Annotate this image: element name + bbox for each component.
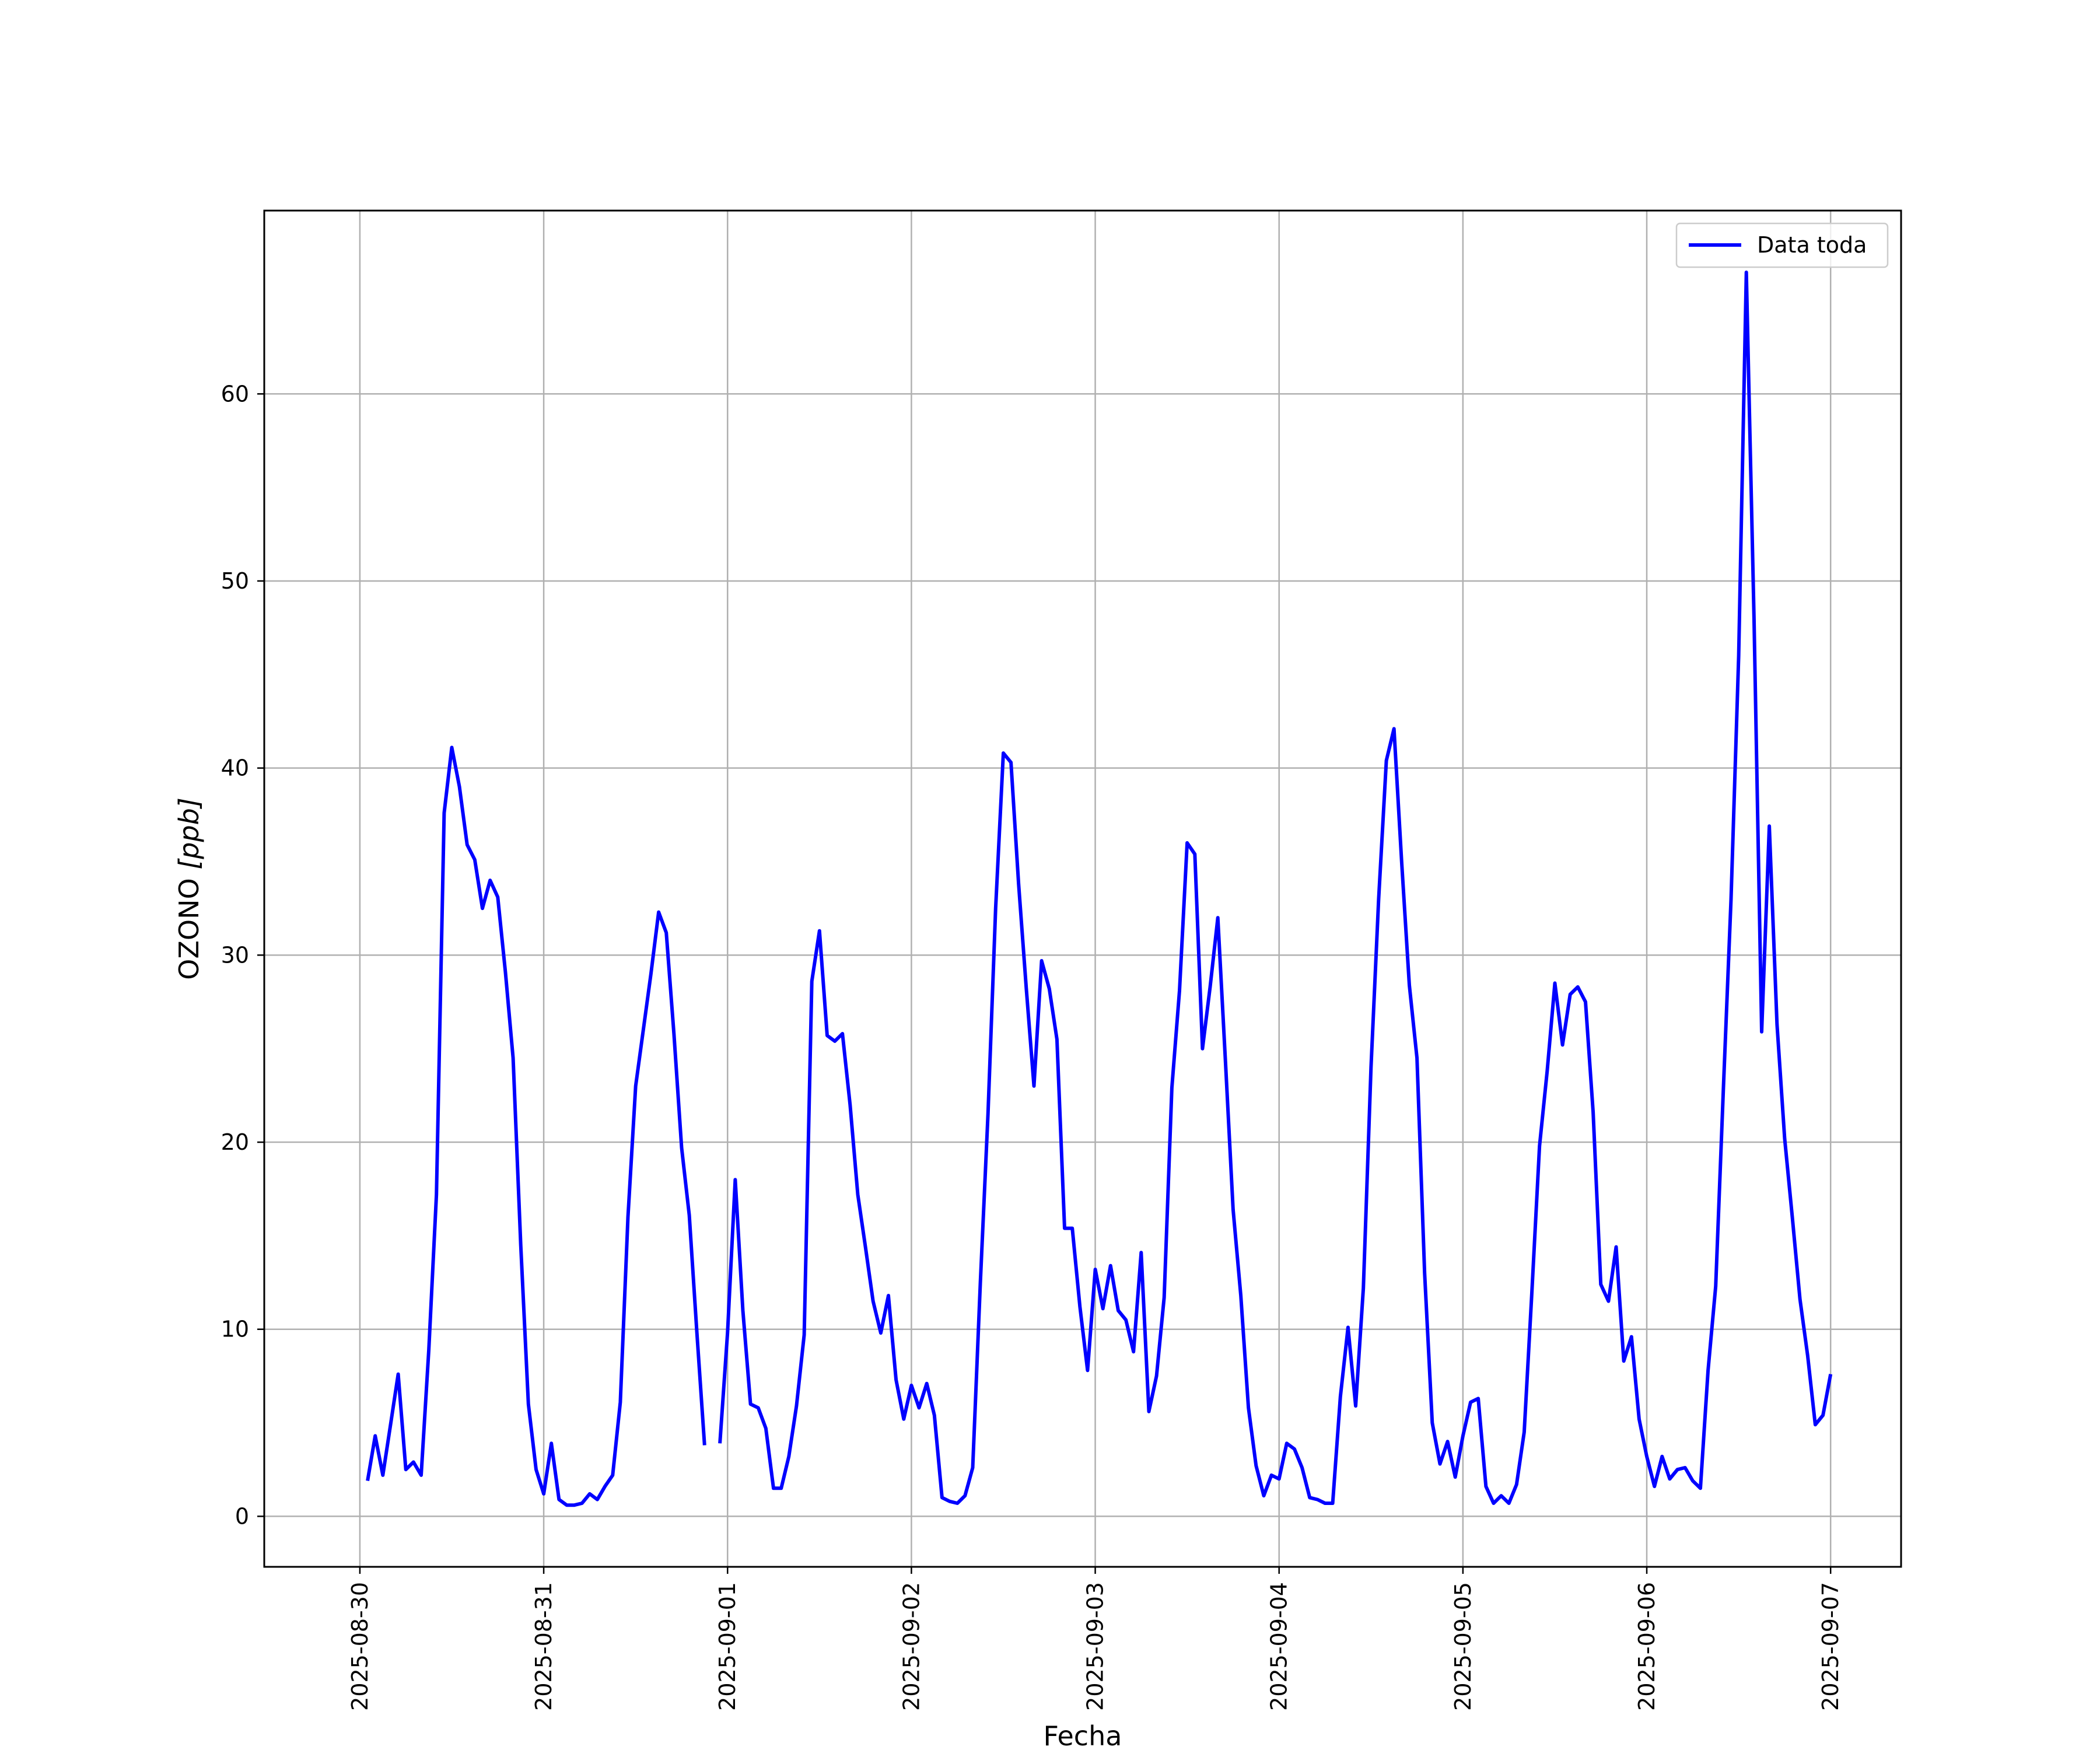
- series-line-data-toda: [366, 270, 1833, 1507]
- x-tick-label: 2025-08-30: [347, 1582, 373, 1711]
- y-tick-label: 40: [221, 755, 249, 781]
- x-tick-label: 2025-09-03: [1083, 1582, 1108, 1711]
- x-tick-label: 2025-09-02: [898, 1582, 924, 1711]
- legend-label-series: Data toda: [1757, 232, 1867, 258]
- y-tick-label: 50: [221, 568, 249, 594]
- legend-box: [1675, 222, 1889, 268]
- x-tick-label: 2025-09-04: [1266, 1582, 1292, 1711]
- x-axis-label: Fecha: [1044, 1720, 1122, 1750]
- y-tick-label: 60: [221, 381, 249, 407]
- grid: [264, 211, 1901, 1567]
- y-tick-label: 20: [221, 1129, 249, 1155]
- x-tick-label: 2025-09-06: [1634, 1582, 1660, 1711]
- y-tick-label: 10: [221, 1317, 249, 1342]
- x-tick-label: 2025-08-31: [531, 1582, 556, 1711]
- y-axis-label-main: OZONO: [173, 870, 205, 980]
- legend: Data toda: [1675, 222, 1889, 268]
- y-tick-label: 30: [221, 942, 249, 968]
- y-axis-label-unit: [ppb]: [173, 797, 205, 870]
- x-tick-label: 2025-09-05: [1450, 1582, 1476, 1711]
- y-tick-label: 0: [235, 1503, 249, 1529]
- plot-area-frame: [263, 209, 1902, 1568]
- data-line-layer: [366, 270, 1833, 1507]
- x-tick-label: 2025-09-01: [715, 1582, 740, 1711]
- axis-ticks: 2025-08-30 2025-08-31 2025-09-01 2025-09-02…: [221, 381, 1844, 1711]
- y-axis-label: OZONO [ppb]: [173, 797, 205, 980]
- x-tick-label: 2025-09-07: [1818, 1582, 1843, 1711]
